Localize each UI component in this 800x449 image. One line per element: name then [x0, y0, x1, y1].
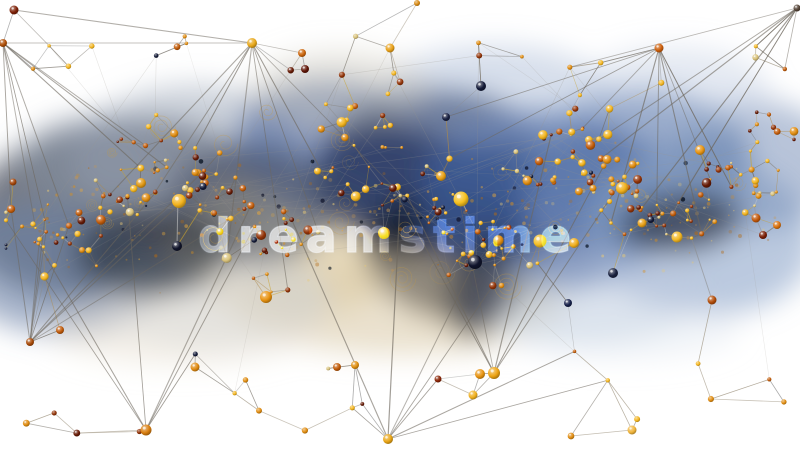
- abstract-network-stock-image: dreamstime: [0, 0, 800, 444]
- network-plexus-canvas: [0, 0, 800, 444]
